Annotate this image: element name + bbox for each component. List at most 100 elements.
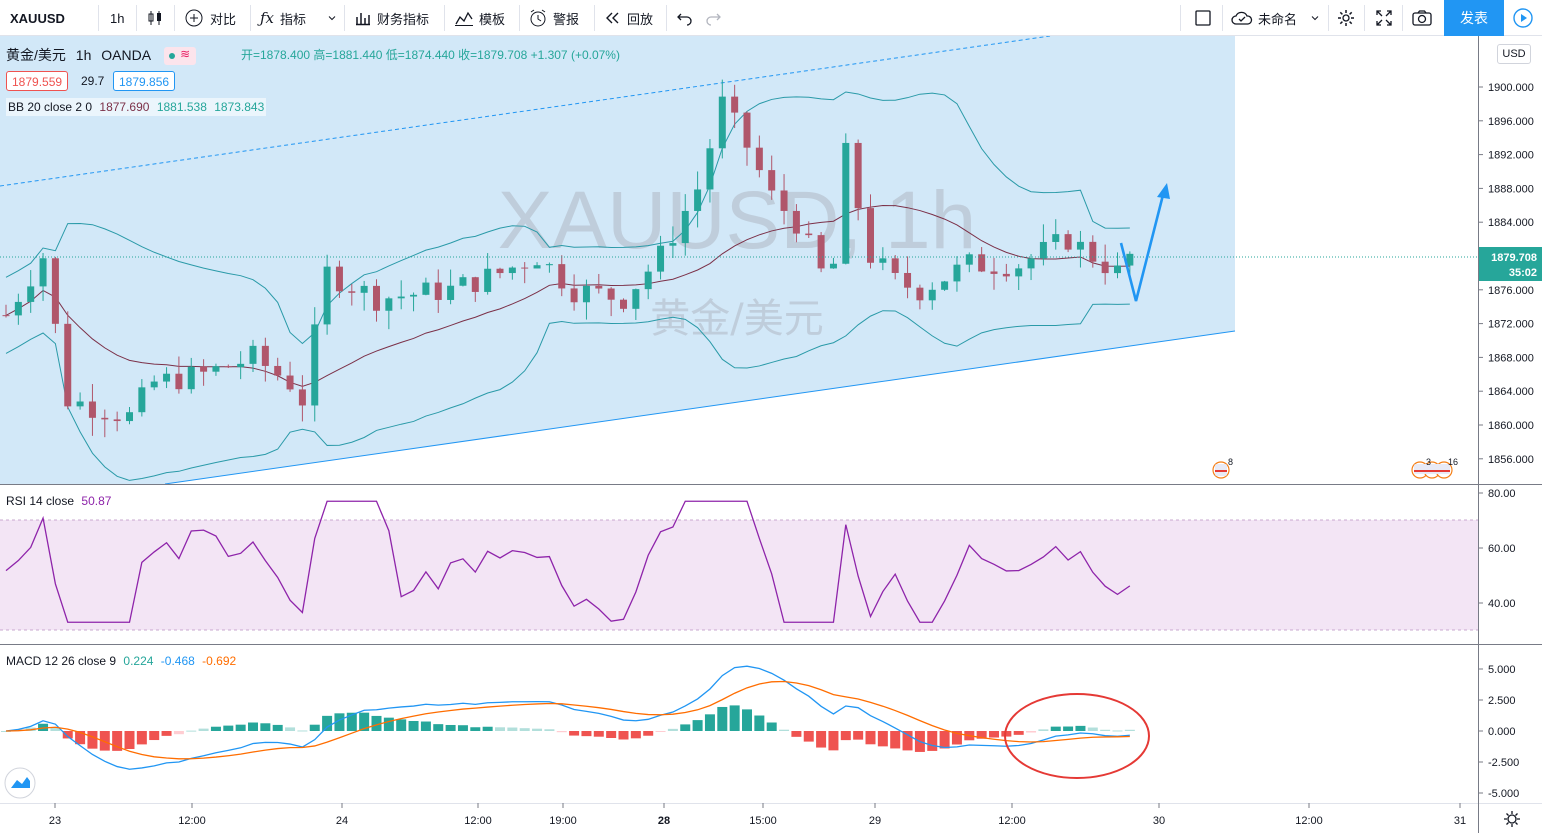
projection-arrow[interactable] <box>1119 190 1166 302</box>
macd-hist-bar <box>346 712 357 731</box>
fullscreen-icon <box>1375 9 1393 27</box>
price-tick-label: 1856.000 <box>1488 454 1534 466</box>
macd-hist-bar <box>50 727 61 731</box>
interval-button[interactable]: 1h <box>110 0 124 36</box>
macd-hist-bar <box>704 714 715 731</box>
candle-body <box>1101 261 1109 274</box>
rsi-tick-label: 40.00 <box>1488 598 1516 610</box>
macd-hist-bar <box>729 705 740 731</box>
price-tick-label: 1868.000 <box>1488 352 1534 364</box>
macd-hist-bar <box>692 720 703 731</box>
parallel-channel[interactable] <box>0 36 1235 484</box>
main-legend[interactable]: 黄金/美元 1h OANDA ≋ <box>6 45 197 66</box>
macd-hist-bar <box>1038 729 1049 731</box>
gear-icon <box>1336 8 1356 28</box>
undo-button[interactable] <box>676 0 694 36</box>
macd-hist-bar <box>396 719 407 731</box>
macd-hist-bar <box>532 728 543 731</box>
macd-tick-label: 0.000 <box>1488 726 1516 738</box>
alert-button[interactable]: 警报 <box>528 0 579 36</box>
candle-body <box>854 142 862 209</box>
candle-body <box>138 387 146 413</box>
macd-hist-bar <box>877 731 888 747</box>
price-axis[interactable]: 1900.000 1896.000 1892.000 1888.000 1884.000… <box>1478 82 1534 466</box>
candle-body <box>990 271 998 274</box>
candle-body <box>286 375 294 390</box>
templates-button[interactable]: 模板 <box>454 0 505 36</box>
layout-dropdown[interactable] <box>1309 0 1321 36</box>
template-icon <box>454 9 474 27</box>
candle-body <box>620 299 627 309</box>
channel-upper-line[interactable] <box>0 36 1051 187</box>
indicators-dropdown[interactable] <box>326 0 338 36</box>
svg-text:8: 8 <box>1228 457 1233 467</box>
macd-hist-bar <box>865 731 876 745</box>
macd-hist-bar <box>828 731 839 751</box>
cloud-save-button[interactable]: 未命名 <box>1230 0 1297 36</box>
bb-legend[interactable]: BB 20 close 2 0 1877.690 1881.538 1873.8… <box>6 98 267 116</box>
candle-body <box>694 189 702 211</box>
candle-body <box>632 289 640 309</box>
candle-body <box>39 258 47 287</box>
annotation-ellipse[interactable] <box>1004 693 1150 779</box>
macd-hist-bar <box>890 731 901 749</box>
bid-price-button[interactable]: 1879.559 <box>6 71 69 91</box>
macd-axis[interactable]: 5.000 2.500 0.000 -2.500 -5.000 <box>1478 664 1519 800</box>
play-button[interactable] <box>1512 0 1534 36</box>
settings-button[interactable] <box>1336 0 1356 36</box>
publish-label: 发表 <box>1460 10 1488 26</box>
macd-hist-bar <box>309 724 320 731</box>
rsi-label: RSI 14 close <box>6 494 75 508</box>
candle-body <box>200 366 208 372</box>
fullscreen-button[interactable] <box>1375 0 1393 36</box>
square-icon <box>1194 9 1212 27</box>
publish-button[interactable]: 发表 <box>1444 0 1504 36</box>
candle-body <box>978 254 986 272</box>
rsi-line <box>5 500 1131 623</box>
last-price-label: 1879.708 <box>1491 252 1537 264</box>
candle-body <box>150 381 158 388</box>
indicators-button[interactable]: ƒx 指标 <box>260 0 306 36</box>
macd-legend[interactable]: MACD 12 26 close 9 0.224 -0.468 -0.692 <box>6 654 236 668</box>
replay-button[interactable]: 回放 <box>604 0 653 36</box>
candle-body <box>867 208 874 263</box>
macd-hist-bar <box>260 723 271 731</box>
economic-event-flag[interactable]: 8 <box>1212 457 1233 479</box>
rsi-legend[interactable]: RSI 14 close 50.87 <box>6 494 111 508</box>
candle-body <box>595 285 603 289</box>
macd-hist-bar <box>210 726 221 731</box>
rsi-axis[interactable]: 80.00 60.00 40.00 <box>1478 488 1516 610</box>
chart-area[interactable]: XAUUSD, 1h 黄金/美元 8 3 16 1900.000 1896.000… <box>0 36 1542 833</box>
tradingview-logo[interactable] <box>4 767 36 799</box>
redo-button[interactable] <box>704 0 722 36</box>
candle-body <box>126 412 133 422</box>
spread-value: 29.7 <box>81 74 105 88</box>
select-layout-button[interactable] <box>1194 0 1212 36</box>
ask-price-button[interactable]: 1879.856 <box>113 71 176 91</box>
macd-hist-bar <box>136 731 147 745</box>
candle-body <box>953 264 961 282</box>
macd-hist-bar <box>581 731 592 737</box>
macd-hist-value: 0.224 <box>123 654 154 668</box>
candle-body <box>237 363 245 368</box>
candle-body <box>657 245 665 272</box>
time-tick-label: 15:00 <box>749 815 777 827</box>
price-tick-label: 1896.000 <box>1488 116 1534 128</box>
add-circle-icon <box>184 8 204 28</box>
axis-settings-gear-icon[interactable] <box>1504 811 1520 827</box>
compare-button[interactable]: 对比 <box>184 0 236 36</box>
financials-button[interactable]: 财务指标 <box>354 0 429 36</box>
macd-hist-bar <box>334 713 345 731</box>
time-axis[interactable]: 23 12:00 24 12:00 19:00 28 15:00 29 12:00 30 12:00… <box>49 803 1466 827</box>
candle-body <box>582 285 590 303</box>
channel-lower-line[interactable] <box>164 330 1236 485</box>
economic-event-flags-group[interactable]: 3 16 <box>1411 457 1458 479</box>
candle-body <box>88 401 96 418</box>
macd-hist-bar <box>803 731 814 742</box>
candle-body <box>1015 268 1023 277</box>
symbol-search-button[interactable]: XAUUSD <box>10 0 65 36</box>
currency-button[interactable]: USD <box>1497 44 1531 64</box>
chart-style-button[interactable] <box>146 0 164 36</box>
macd-hist-bar <box>161 731 172 736</box>
snapshot-button[interactable] <box>1411 0 1433 36</box>
